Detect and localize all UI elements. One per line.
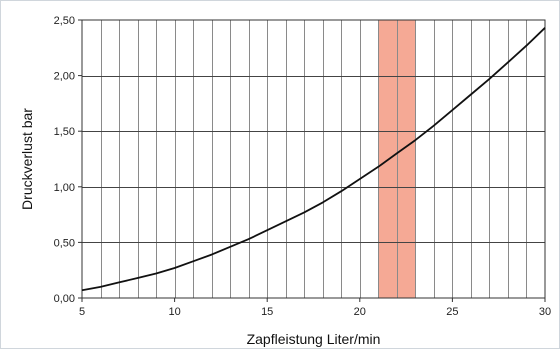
- x-tick-label: 10: [168, 306, 180, 318]
- series-line: [81, 27, 546, 292]
- x-axis-title: Zapfleistung Liter/min: [247, 331, 381, 347]
- x-tick-label: 20: [354, 306, 366, 318]
- x-tick-label: 5: [79, 306, 85, 318]
- y-axis-title: Druckverlust bar: [19, 108, 35, 210]
- x-tick-label: 25: [446, 306, 458, 318]
- highlight-band: [378, 20, 416, 298]
- y-tick-label: 2,00: [54, 71, 75, 83]
- plot-area-frame: [81, 19, 546, 299]
- y-tick-label: 1,00: [54, 182, 75, 194]
- y-tick-label: 1,50: [54, 126, 75, 138]
- x-tick-label: 15: [261, 306, 273, 318]
- y-tick-label: 0,50: [54, 237, 75, 249]
- x-tick-label: 30: [539, 306, 551, 318]
- y-tick-label: 0,00: [54, 293, 75, 305]
- y-tick-label: 2,50: [54, 15, 75, 27]
